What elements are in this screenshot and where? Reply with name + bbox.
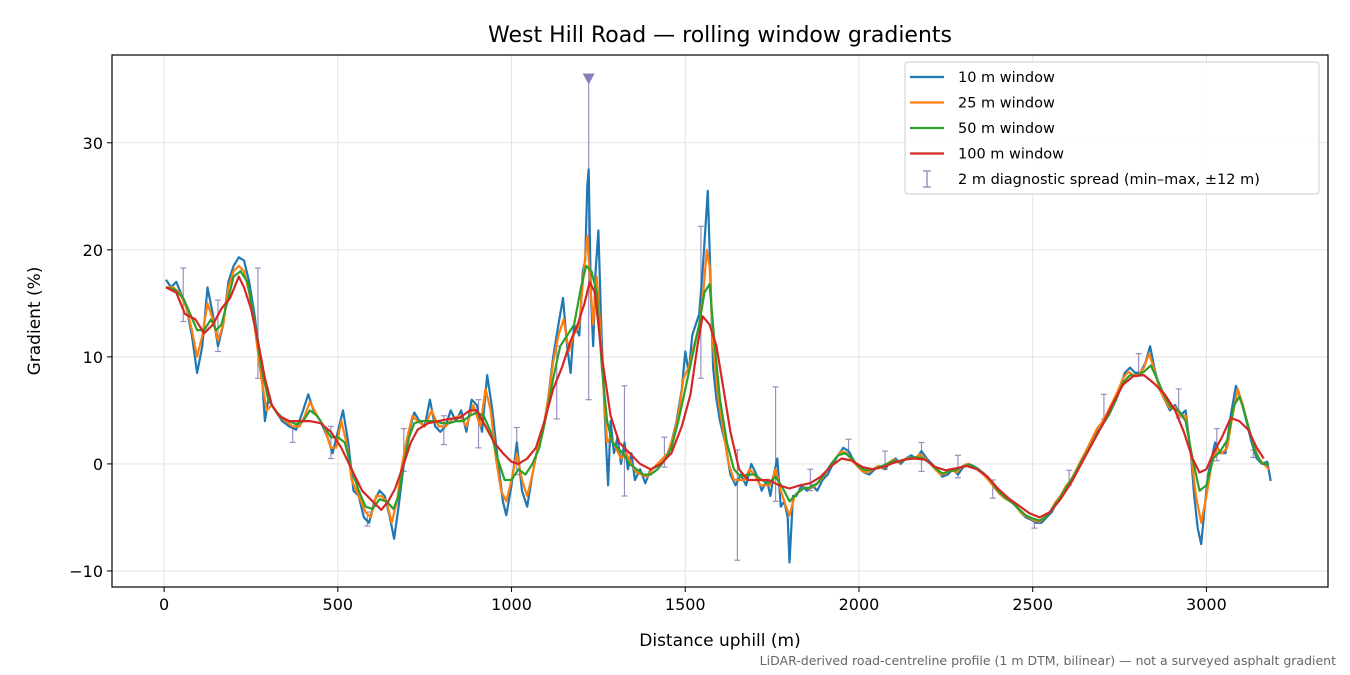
series-line [165, 275, 1265, 519]
legend-label: 100 m window [958, 147, 1064, 163]
chart-title: West Hill Road — rolling window gradient… [488, 23, 952, 48]
x-tick-label: 2000 [839, 595, 880, 614]
legend-label: 10 m window [958, 70, 1055, 86]
x-tick-label: 1000 [491, 595, 532, 614]
legend: 10 m window 25 m window 50 m window 100 m w… [904, 61, 1320, 195]
legend-box [904, 61, 1320, 195]
y-tick-label: 10 [83, 348, 103, 367]
x-tick-label: 1500 [665, 595, 706, 614]
y-tick-label: 20 [83, 241, 103, 260]
legend-label: 2 m diagnostic spread (min–max, ±12 m) [958, 172, 1260, 188]
spread-error-bar [180, 267, 187, 323]
y-tick-label: 30 [83, 134, 103, 153]
axes: 0 500 1000 1500 2000 2500 3000 −10 0 10 20 30 [69, 54, 1329, 614]
legend-swatch [923, 170, 931, 188]
y-tick-label: −10 [69, 562, 103, 581]
y-tick-label: 0 [93, 455, 103, 474]
x-axis-label: Distance uphill (m) [639, 631, 800, 651]
x-tick-label: 500 [323, 595, 354, 614]
y-axis-label: Gradient (%) [25, 267, 45, 376]
series-line [164, 168, 1272, 564]
legend-label: 25 m window [958, 96, 1055, 112]
x-tick-label: 3000 [1186, 595, 1227, 614]
x-tick-label: 2500 [1012, 595, 1053, 614]
series-lines [164, 168, 1272, 564]
plot-frame [111, 54, 1329, 588]
x-tick-label: 0 [159, 595, 169, 614]
legend-label: 50 m window [958, 121, 1055, 137]
footnote: LiDAR-derived road-centreline profile (1… [760, 653, 1336, 668]
off-scale-marker [582, 73, 595, 85]
spread-error-bar [772, 386, 779, 502]
spread-error-bar [621, 385, 628, 497]
series-line [165, 234, 1270, 524]
